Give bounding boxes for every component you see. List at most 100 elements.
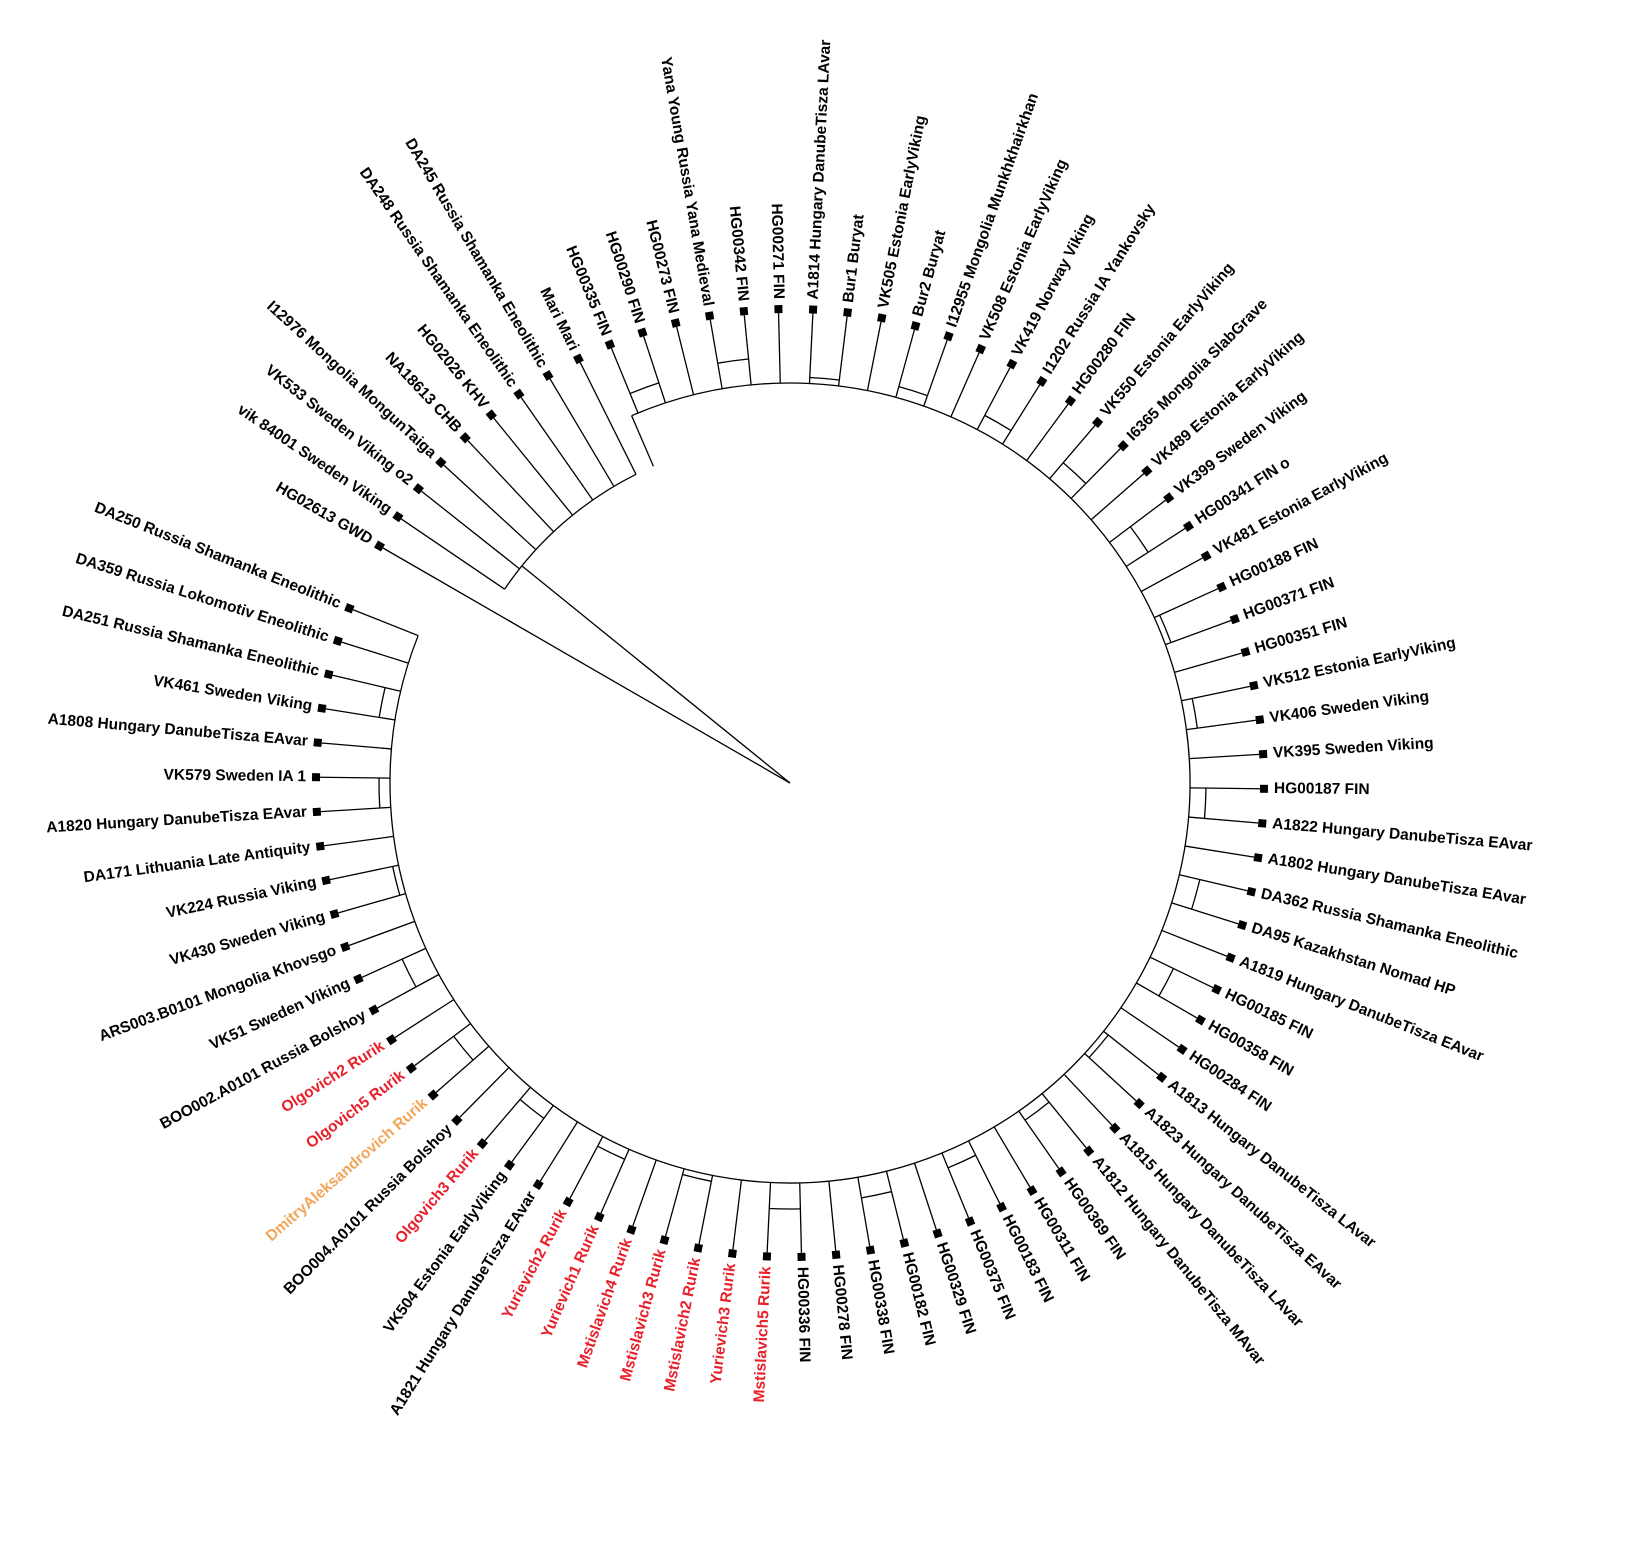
leaf-label: HG00273 FIN xyxy=(642,218,682,315)
branch xyxy=(632,1159,657,1227)
leaf-marker xyxy=(1225,952,1236,963)
leaf-marker xyxy=(943,331,954,342)
leaf-marker xyxy=(317,703,327,713)
branch xyxy=(1109,499,1166,543)
leaf-marker xyxy=(412,483,425,495)
leaf-marker xyxy=(1249,680,1259,691)
leaf-marker xyxy=(427,1089,439,1101)
branch xyxy=(459,1067,510,1118)
leaf-label: HG00371 FIN xyxy=(1241,574,1337,623)
branch xyxy=(1090,473,1145,521)
leaf-marker xyxy=(321,875,331,886)
branch xyxy=(1188,816,1259,824)
branch xyxy=(1165,619,1232,646)
leaf-marker xyxy=(727,1249,737,1258)
branch xyxy=(1149,956,1214,989)
leaf-marker xyxy=(374,540,385,552)
branch xyxy=(1026,403,1069,461)
branch xyxy=(1171,902,1239,925)
leaf-marker xyxy=(405,1062,417,1074)
leaf-marker xyxy=(1176,1043,1188,1055)
branch xyxy=(520,397,580,481)
leaf-marker xyxy=(1155,1071,1168,1083)
branch xyxy=(799,1182,803,1253)
leaf-marker xyxy=(386,1034,398,1046)
leaf-marker xyxy=(315,841,325,851)
leaf-label: VK508 Estonia EarlyViking xyxy=(977,157,1071,343)
leaf-marker xyxy=(877,313,887,323)
leaf-label: HG00290 FIN xyxy=(602,229,648,325)
leaf-marker xyxy=(1133,1097,1145,1110)
leaf-label: VK395 Sweden Viking xyxy=(1273,735,1435,762)
leaf-marker xyxy=(344,603,355,614)
leaf-marker xyxy=(1195,1014,1206,1026)
leaf-marker xyxy=(1064,395,1077,407)
branch xyxy=(474,568,505,590)
branch xyxy=(341,641,409,664)
leaf-marker xyxy=(693,1243,703,1253)
leaf-label: VK224 Russia Viking xyxy=(165,874,318,922)
branch xyxy=(519,1098,545,1119)
branch xyxy=(382,547,791,784)
leaf-label: ARS003.B0101 Mongolia Khovsgo xyxy=(97,942,339,1045)
branch xyxy=(743,315,752,385)
branch xyxy=(378,687,386,718)
branch xyxy=(392,866,401,896)
leaf-label: Mstislavich2 Rurik xyxy=(661,1256,704,1393)
leaf-marker xyxy=(865,1245,876,1255)
branch xyxy=(435,1045,490,1093)
leaf-marker xyxy=(485,409,497,421)
branch xyxy=(923,339,948,407)
branch xyxy=(1191,698,1198,729)
branch xyxy=(504,473,637,590)
leaf-marker xyxy=(932,1228,943,1239)
leaf-marker xyxy=(1246,886,1257,897)
branch xyxy=(682,1173,712,1182)
leaf-marker xyxy=(329,909,340,919)
leaf-marker xyxy=(542,369,554,381)
leaf-label: HG00278 FIN xyxy=(829,1264,855,1361)
leaf-marker xyxy=(831,1250,841,1260)
branch xyxy=(698,1175,714,1245)
leaf-marker xyxy=(1182,520,1194,532)
branch xyxy=(549,486,574,516)
leaf-marker xyxy=(562,1196,574,1208)
branch xyxy=(1041,1093,1087,1149)
leaf-marker xyxy=(774,305,783,314)
leaf-marker xyxy=(1083,1145,1095,1157)
branch xyxy=(539,1121,579,1182)
leaf-marker xyxy=(1216,581,1227,593)
branch xyxy=(348,920,415,947)
branch xyxy=(1136,982,1198,1019)
branch xyxy=(766,1182,772,1253)
leaf-marker xyxy=(1036,375,1048,387)
branch xyxy=(324,835,394,847)
leaf-label: HG00271 FIN xyxy=(768,203,787,299)
leaf-marker xyxy=(704,311,715,321)
branch xyxy=(1181,685,1251,702)
leaf-label: HG00336 FIN xyxy=(794,1267,813,1363)
leaf-marker xyxy=(1026,1185,1038,1197)
branch xyxy=(569,1136,604,1199)
leaf-marker xyxy=(975,343,986,355)
leaf-marker xyxy=(964,1216,976,1227)
branch xyxy=(629,382,660,395)
branch xyxy=(321,742,392,750)
leaf-marker xyxy=(1200,550,1212,562)
branch xyxy=(1186,719,1256,731)
leaf-marker xyxy=(1141,465,1153,477)
branch xyxy=(1103,1030,1159,1076)
leaf-marker xyxy=(626,1224,637,1235)
leaf-marker xyxy=(797,1252,806,1261)
leaf-marker xyxy=(532,1179,544,1191)
branch xyxy=(777,313,781,384)
leaf-marker xyxy=(739,306,749,316)
leaf-label: Mari Mari xyxy=(536,285,582,353)
leaf-marker xyxy=(1259,784,1269,793)
branch xyxy=(808,313,814,384)
branch xyxy=(414,1023,471,1067)
branch xyxy=(885,1171,904,1240)
branch xyxy=(1063,1073,1113,1126)
leaf-marker xyxy=(1109,1122,1121,1134)
branch xyxy=(950,352,980,418)
